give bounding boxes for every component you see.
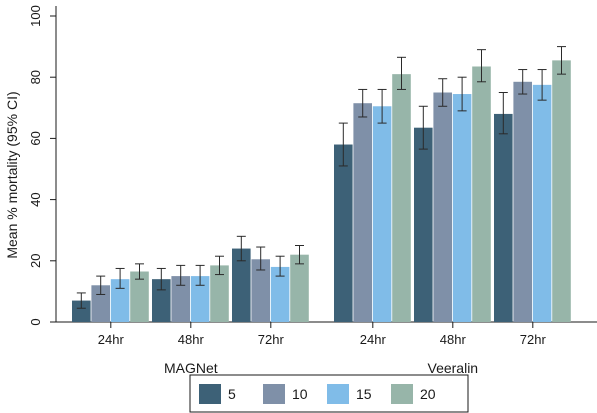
bar xyxy=(91,285,110,322)
x-category-label: 48hr xyxy=(440,332,467,347)
legend-label: 10 xyxy=(292,386,308,402)
bar xyxy=(152,279,171,322)
bar xyxy=(232,248,251,322)
plot-area: 0 20 40 60 80 100 24hr 48hr 72hr MAGNet 24hr 48hr 72… xyxy=(28,5,597,376)
legend-swatch xyxy=(391,384,413,404)
x-group-label: MAGNet xyxy=(164,360,218,376)
bar xyxy=(472,66,491,323)
bar xyxy=(130,271,149,322)
bar xyxy=(372,106,392,323)
legend: 5 10 15 20 xyxy=(189,374,469,413)
bar xyxy=(452,94,472,322)
legend-label: 20 xyxy=(420,386,436,402)
legend-swatch xyxy=(263,384,285,404)
bar xyxy=(334,144,353,322)
y-tick-label: 60 xyxy=(28,131,43,145)
bar xyxy=(552,60,571,323)
x-category-label: 72hr xyxy=(258,332,285,347)
bar xyxy=(190,276,210,322)
x-category-label: 72hr xyxy=(520,332,547,347)
x-category-label: 24hr xyxy=(360,332,387,347)
bar xyxy=(290,254,309,322)
legend-label: 5 xyxy=(228,386,236,402)
y-tick-label: 0 xyxy=(28,318,43,325)
bar xyxy=(110,279,130,322)
bar xyxy=(433,92,452,322)
x-category-label: 48hr xyxy=(178,332,205,347)
y-axis-title: Mean % mortality (95% CI) xyxy=(4,91,20,258)
y-tick-label: 80 xyxy=(28,70,43,84)
bar xyxy=(72,300,91,322)
bar xyxy=(513,81,532,322)
x-group-label: Veeralin xyxy=(428,360,479,376)
legend-swatch xyxy=(199,384,221,404)
bar xyxy=(251,259,270,322)
y-tick-label: 100 xyxy=(28,5,43,27)
bar xyxy=(494,113,513,322)
bar xyxy=(392,74,411,322)
bar xyxy=(353,103,372,323)
bar xyxy=(532,84,552,322)
legend-swatch xyxy=(327,384,349,404)
bar xyxy=(270,266,290,322)
bar xyxy=(414,127,433,322)
y-tick-label: 40 xyxy=(28,192,43,206)
x-category-label: 24hr xyxy=(98,332,125,347)
bar xyxy=(171,276,190,322)
legend-label: 15 xyxy=(356,386,372,402)
y-tick-label: 20 xyxy=(28,254,43,268)
bar xyxy=(210,265,229,322)
